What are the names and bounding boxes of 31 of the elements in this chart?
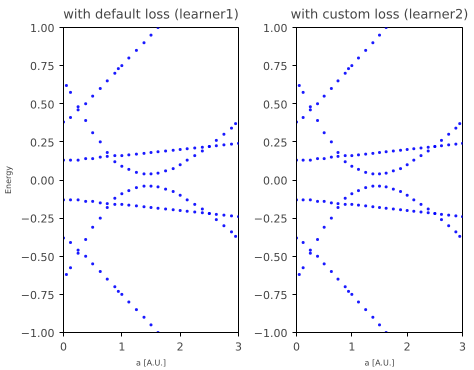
y-tick-label: −1.00 [254,327,288,340]
x-tick-label: 1 [348,340,356,354]
y-tick-label: 0.75 [30,60,55,74]
y-tick-label: −0.75 [254,288,288,302]
y-tick-label: 0.50 [30,98,55,112]
chart-title: with custom loss (learner2) [290,8,468,22]
y-tick-label: 0.25 [263,136,288,150]
y-tick-label: −0.50 [254,250,288,264]
y-tick-label: −0.25 [20,212,55,226]
x-tick-label: 3 [235,340,242,354]
y-tick-label: 0.25 [30,136,55,150]
x-axis-title: a [A.U.] [136,358,166,368]
x-axis-title: a [A.U.] [364,358,394,368]
y-tick-label: −0.50 [20,250,55,264]
x-tick-label: 1 [118,340,126,354]
y-tick-label: 0.75 [263,60,288,74]
y-tick-label: 0.00 [263,174,288,188]
y-tick-label: 1.00 [263,22,288,35]
y-axis-title: Energy [4,166,13,194]
y-tick-label: 1.00 [30,22,55,35]
y-tick-label: −0.25 [254,212,288,226]
x-tick-label: 2 [176,340,184,354]
y-tick-label: 0.50 [263,98,288,112]
x-tick-label: 0 [60,340,67,354]
x-tick-label: 3 [459,340,466,354]
y-tick-label: 0.00 [30,174,55,188]
y-tick-label: −0.75 [20,288,55,302]
x-tick-label: 2 [404,340,411,354]
chart-title: with default loss (learner1) [63,8,239,22]
x-tick-label: 0 [293,340,300,354]
y-tick-label: −1.00 [20,327,55,340]
